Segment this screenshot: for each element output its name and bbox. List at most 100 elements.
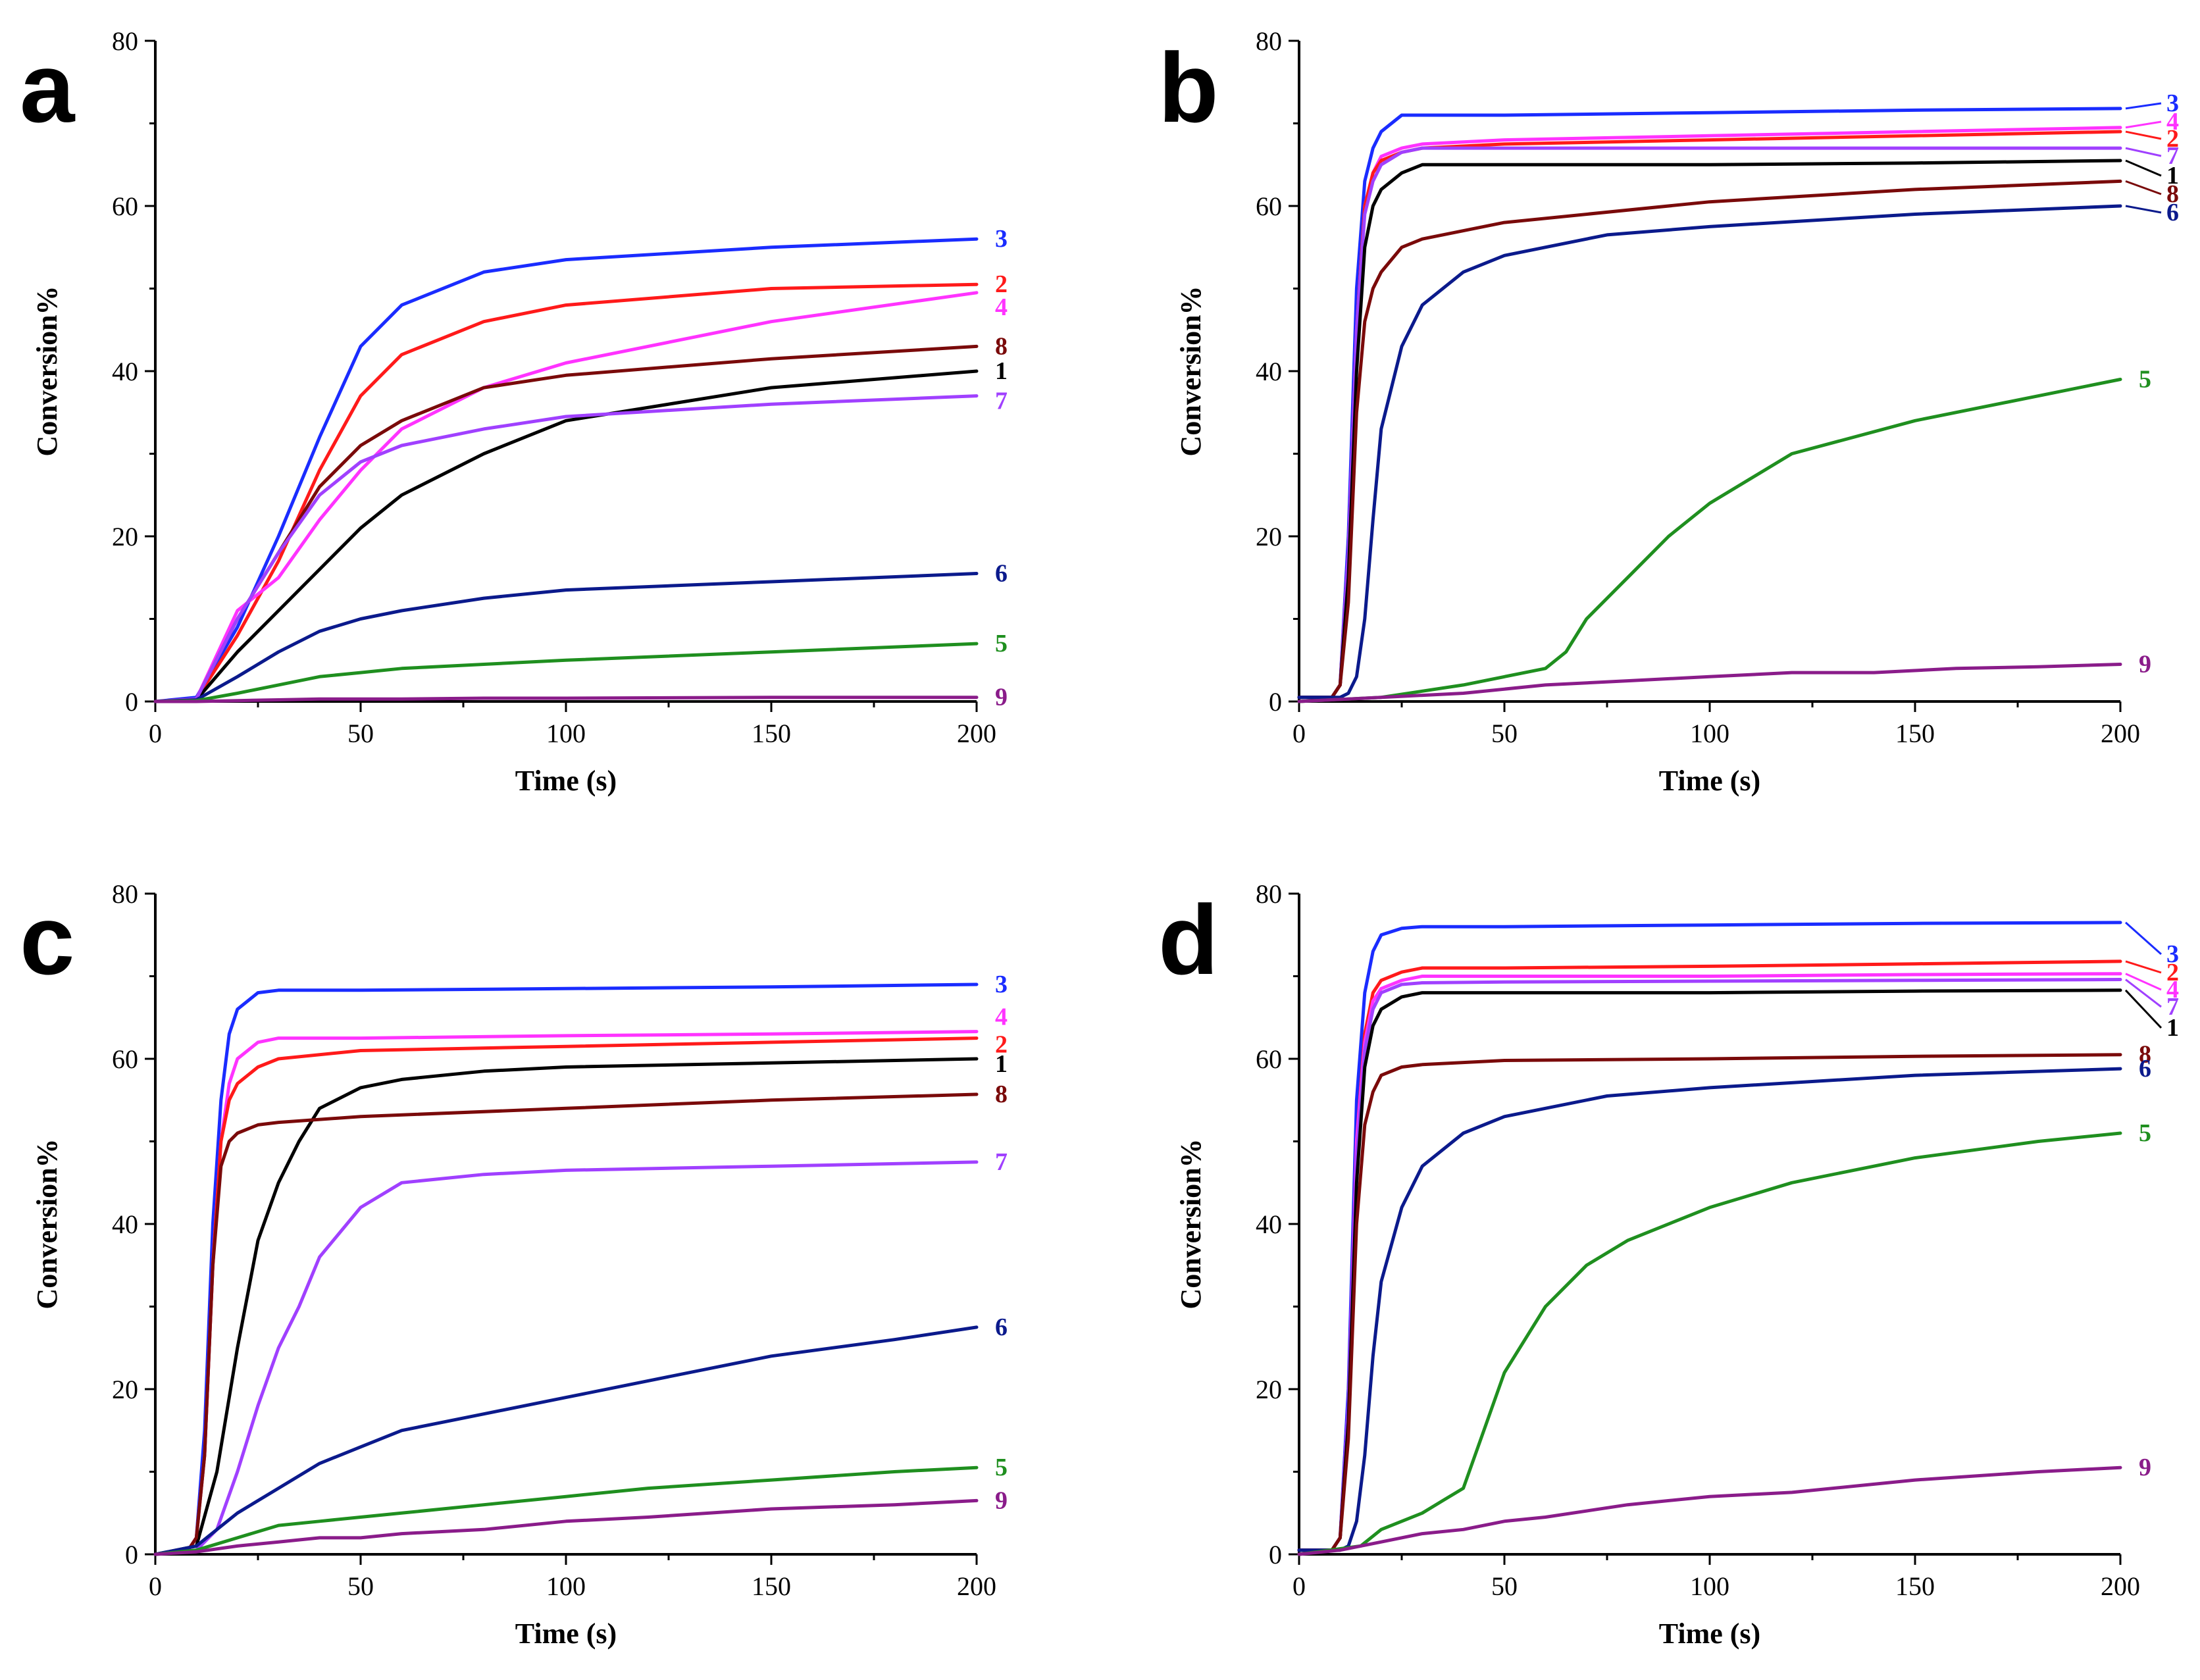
y-tick-label: 20 <box>112 522 138 551</box>
series-label-1: 1 <box>2166 1014 2179 1042</box>
series-label-7: 7 <box>2166 993 2179 1021</box>
series-label-5: 5 <box>2139 1119 2151 1147</box>
series-line-9 <box>1297 663 2122 703</box>
series-label-1: 1 <box>995 357 1008 385</box>
series-label-1: 1 <box>2166 162 2179 190</box>
series-label-6: 6 <box>2139 1055 2151 1082</box>
x-tick-label: 100 <box>546 1571 586 1601</box>
series-label-6: 6 <box>2166 199 2179 226</box>
label-arrow-7 <box>2125 979 2162 1008</box>
label-arrow-3 <box>2125 102 2162 110</box>
series-line-8 <box>1297 179 2122 700</box>
panel-label-b: b <box>1158 32 1219 143</box>
y-tick-label: 20 <box>112 1375 138 1404</box>
series-label-9: 9 <box>2139 1454 2151 1481</box>
series-line-5 <box>1297 378 2122 703</box>
series-label-4: 4 <box>995 293 1008 321</box>
series-line-8 <box>153 1092 979 1556</box>
x-tick-label: 200 <box>2101 719 2140 748</box>
series-label-7: 7 <box>995 1148 1008 1176</box>
series-label-8: 8 <box>2139 1041 2151 1069</box>
series-label-3: 3 <box>995 971 1008 998</box>
series-line-6 <box>1297 1067 2122 1552</box>
y-tick-label: 0 <box>1269 687 1282 717</box>
y-tick-label: 60 <box>1256 1044 1282 1074</box>
y-axis-title: Conversion% <box>1175 1138 1207 1309</box>
series-line-7 <box>153 394 979 703</box>
x-tick-label: 50 <box>347 1571 374 1601</box>
series-label-1: 1 <box>995 1050 1008 1078</box>
series-line-2 <box>153 282 979 703</box>
y-tick-label: 40 <box>112 357 138 386</box>
series-line-3 <box>153 237 979 703</box>
y-tick-label: 0 <box>125 1540 138 1569</box>
series-label-6: 6 <box>995 559 1008 587</box>
series-line-6 <box>153 1325 979 1556</box>
y-tick-label: 40 <box>1256 1209 1282 1239</box>
chart-panel-b: b 0 50 100 150 200 0 20 40 60 80 Time (s) Conversion… <box>1158 26 2179 797</box>
series-label-9: 9 <box>2139 651 2151 678</box>
panel-label-a: a <box>20 32 76 143</box>
series-label-5: 5 <box>995 630 1008 657</box>
y-tick-label: 60 <box>1256 191 1282 221</box>
series-label-8: 8 <box>995 332 1008 360</box>
series-line-7 <box>1297 146 2122 700</box>
y-axis-title: Conversion% <box>31 1138 63 1309</box>
series-line-2 <box>153 1036 979 1556</box>
x-tick-label: 0 <box>1292 1571 1306 1601</box>
x-tick-label: 50 <box>1491 1571 1518 1601</box>
y-tick-label: 0 <box>125 687 138 717</box>
series-line-1 <box>153 369 979 703</box>
label-arrow-2 <box>2125 130 2162 140</box>
series-label-6: 6 <box>995 1313 1008 1341</box>
x-axis-title: Time (s) <box>515 765 617 797</box>
series-line-9 <box>153 696 979 703</box>
series-label-8: 8 <box>995 1081 1008 1108</box>
series-label-5: 5 <box>2139 366 2151 394</box>
y-tick-label: 80 <box>112 26 138 56</box>
x-tick-label: 200 <box>957 719 996 748</box>
label-arrow-1 <box>2124 989 2162 1029</box>
series-label-3: 3 <box>995 225 1008 253</box>
x-tick-label: 150 <box>752 719 791 748</box>
x-tick-label: 150 <box>752 1571 791 1601</box>
x-tick-label: 150 <box>1895 719 1935 748</box>
series-line-5 <box>153 1465 979 1556</box>
series-line-9 <box>1297 1465 2122 1556</box>
series-line-5 <box>1297 1131 2122 1556</box>
x-axis-title: Time (s) <box>1659 1617 1760 1650</box>
x-axis-title: Time (s) <box>1659 765 1760 797</box>
chart-panel-c: c 0 50 100 150 200 0 20 40 60 80 Time (s) Conversion… <box>20 879 1008 1650</box>
series-line-3 <box>1297 921 2122 1552</box>
series-label-2: 2 <box>995 270 1008 298</box>
series-line-3 <box>153 982 979 1556</box>
series-line-2 <box>1297 959 2122 1552</box>
series-line-4 <box>1297 126 2122 700</box>
y-tick-label: 80 <box>112 879 138 909</box>
x-tick-label: 0 <box>149 1571 162 1601</box>
series-label-5: 5 <box>995 1454 1008 1481</box>
series-label-4: 4 <box>995 1004 1008 1031</box>
y-tick-label: 40 <box>1256 357 1282 386</box>
y-tick-label: 80 <box>1256 879 1282 909</box>
series-line-8 <box>1297 1053 2122 1552</box>
panel-label-c: c <box>20 884 74 995</box>
series-line-1 <box>1297 159 2122 700</box>
series-label-3: 3 <box>2166 940 2179 968</box>
series-line-9 <box>153 1498 979 1556</box>
series-label-3: 3 <box>2166 89 2179 117</box>
series-line-7 <box>153 1160 979 1556</box>
x-tick-label: 150 <box>1895 1571 1935 1601</box>
x-tick-label: 100 <box>1690 719 1729 748</box>
x-axis-title: Time (s) <box>515 1617 617 1650</box>
label-arrow-8 <box>2125 180 2162 195</box>
panel-label-d: d <box>1158 884 1219 995</box>
label-arrow-3 <box>2125 921 2162 955</box>
x-tick-label: 100 <box>1690 1571 1729 1601</box>
label-arrow-6 <box>2125 205 2162 214</box>
y-axis-title: Conversion% <box>31 286 63 456</box>
series-label-9: 9 <box>995 1487 1008 1514</box>
y-tick-label: 80 <box>1256 26 1282 56</box>
series-label-7: 7 <box>2166 142 2179 170</box>
